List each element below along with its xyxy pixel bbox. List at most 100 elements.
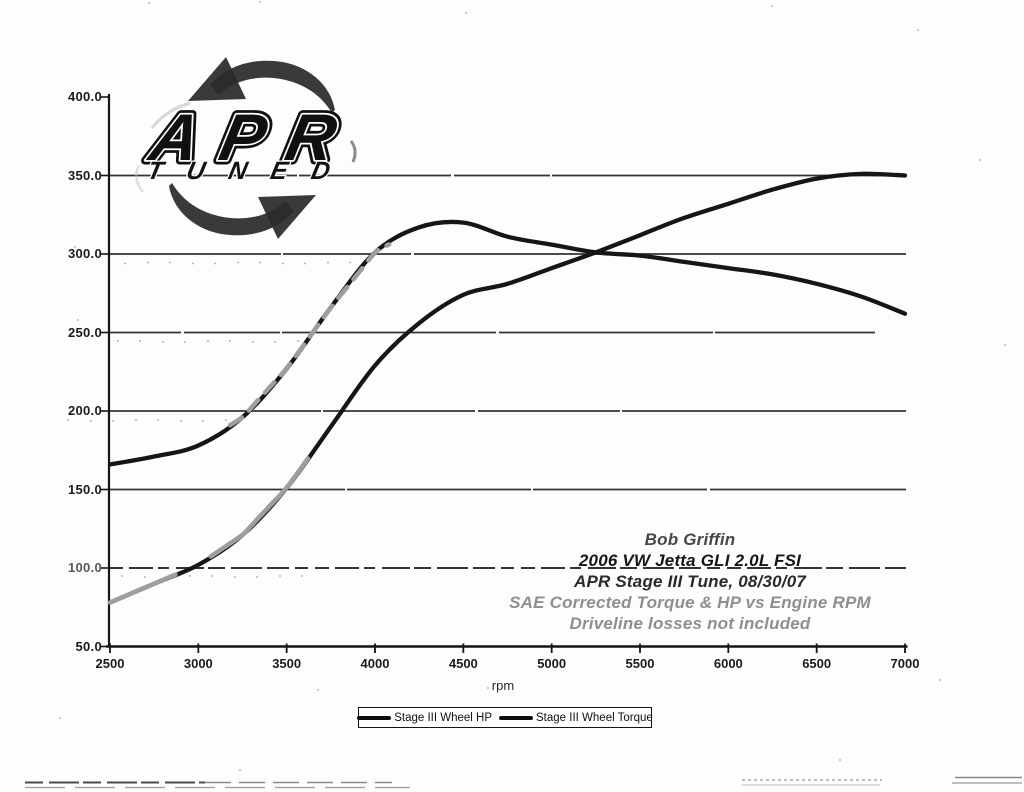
logo-ghost-mark <box>349 140 357 163</box>
logo-brand-outline: APR <box>142 102 365 175</box>
logo-word-tuned: TUNED <box>145 157 357 185</box>
y-tick-label-250.0: 250.0 <box>67 324 102 340</box>
hp-legend-label: Stage III Wheel HP <box>394 711 493 724</box>
ghost-dot <box>90 420 92 422</box>
ghost-dot <box>169 261 171 264</box>
scan-gray-segment-0 <box>107 572 178 605</box>
x-tick-label-3000: 3000 <box>183 656 213 671</box>
logo-bottom-swoosh <box>169 183 294 236</box>
ghost-dot <box>327 261 329 264</box>
ghost-dot <box>214 262 216 265</box>
speck <box>486 686 490 690</box>
logo-top-arrowhead <box>188 57 246 101</box>
speck <box>770 4 774 8</box>
logo-bottom-arrowhead <box>258 195 316 239</box>
ghost-dot <box>67 419 69 421</box>
x-tick-label-6000: 6000 <box>713 656 743 671</box>
ghost-dot <box>211 575 213 577</box>
y-tick-label-400.0: 400.0 <box>67 89 102 104</box>
x-tick-label-3500: 3500 <box>272 656 302 671</box>
page-bottom-scan-lines <box>25 776 1022 789</box>
ghost-dot <box>180 420 182 422</box>
speck <box>73 245 77 249</box>
x-tick-label-5000: 5000 <box>537 656 567 671</box>
logo-brand-fill: APR <box>142 102 365 175</box>
ghost-dot <box>256 576 258 578</box>
ghost-dot <box>192 262 194 265</box>
ghost-dot <box>189 575 191 577</box>
chart-axes <box>100 94 908 653</box>
torque-curve <box>107 219 908 467</box>
ghost-dot <box>144 576 146 578</box>
speck <box>316 688 320 692</box>
ghost-dot <box>274 341 276 343</box>
x-tick-label-6500: 6500 <box>802 656 832 671</box>
logo-text: APR APR APR TUNED <box>137 97 369 186</box>
annotation-line-vehicle: 2006 VW Jetta GLI 2.0L FSI <box>578 551 802 570</box>
annotation-line-owner: Bob Griffin <box>644 530 736 549</box>
ghost-dot <box>112 420 114 422</box>
logo-ghost-arc-2 <box>135 164 144 193</box>
legend-item-torque: Stage III Wheel Torque <box>499 712 653 724</box>
speck <box>76 318 80 322</box>
speck <box>916 28 920 32</box>
ghost-dot <box>259 261 261 264</box>
ghost-dot <box>252 341 254 343</box>
ghost-dot <box>157 419 159 421</box>
ghost-dot <box>297 340 299 342</box>
scan-specks <box>58 0 1007 772</box>
x-axis-title: rpm <box>491 678 515 693</box>
ghost-dot <box>349 261 351 264</box>
y-tick-label-50.0: 50.0 <box>75 638 102 654</box>
annotation-line-sae: SAE Corrected Torque & HP vs Engine RPM <box>509 593 871 612</box>
ghost-dot <box>282 262 284 265</box>
ghost-dot <box>135 419 137 421</box>
ghost-dot <box>301 575 303 577</box>
ghost-dot <box>229 340 231 342</box>
speck <box>238 768 242 772</box>
ghost-dot <box>117 340 119 342</box>
ghost-dot <box>162 341 164 343</box>
y-tick-label-200.0: 200.0 <box>67 403 102 418</box>
ghost-dot <box>234 576 236 578</box>
y-tick-label-150.0: 150.0 <box>67 481 102 497</box>
speck <box>938 678 942 682</box>
hp-line-sample-icon <box>357 715 392 720</box>
speck <box>978 158 982 162</box>
legend-item-hp: Stage III Wheel HP <box>357 712 492 724</box>
ghost-dot <box>147 261 149 264</box>
logo-top-swoosh <box>210 60 335 113</box>
scan-gray-segment-1 <box>208 456 311 559</box>
scan-gray-segment-2 <box>227 242 392 428</box>
x-tick-label-2500: 2500 <box>95 656 125 671</box>
gridlines <box>109 174 906 569</box>
speck <box>1003 343 1007 347</box>
ghost-dot <box>124 262 126 265</box>
annotation-line-tune: APR Stage III Tune, 08/30/07 <box>573 572 807 591</box>
annotation-block: Bob Griffin 2006 VW Jetta GLI 2.0L FSI A… <box>440 529 940 634</box>
speck <box>147 1 151 5</box>
ghost-dot <box>304 262 306 265</box>
y-tick-label-100.0: 100.0 <box>67 560 102 575</box>
speck <box>258 0 262 4</box>
ghost-dot <box>139 340 141 342</box>
x-tick-label-4000: 4000 <box>360 656 390 671</box>
speck <box>464 11 468 15</box>
speck <box>58 716 62 720</box>
ghost-dot <box>207 340 209 342</box>
y-tick-label-350.0: 350.0 <box>67 167 102 183</box>
ghost-dot <box>184 341 186 343</box>
x-tick-label-5500: 5500 <box>625 656 655 671</box>
logo-brand-inline: APR <box>142 102 365 175</box>
ghost-dot <box>237 261 239 264</box>
torque-line-sample-icon <box>499 715 534 720</box>
x-tick-label-4500: 4500 <box>448 656 478 671</box>
y-tick-label-300.0: 300.0 <box>67 246 102 261</box>
ghost-dot <box>279 575 281 577</box>
torque-legend-label: Stage III Wheel Torque <box>536 711 653 724</box>
logo-ghost-arc-1 <box>150 101 191 129</box>
ghost-dot <box>202 420 204 422</box>
speck <box>838 758 842 762</box>
apr-tuned-logo: APR APR APR TUNED <box>135 57 369 239</box>
